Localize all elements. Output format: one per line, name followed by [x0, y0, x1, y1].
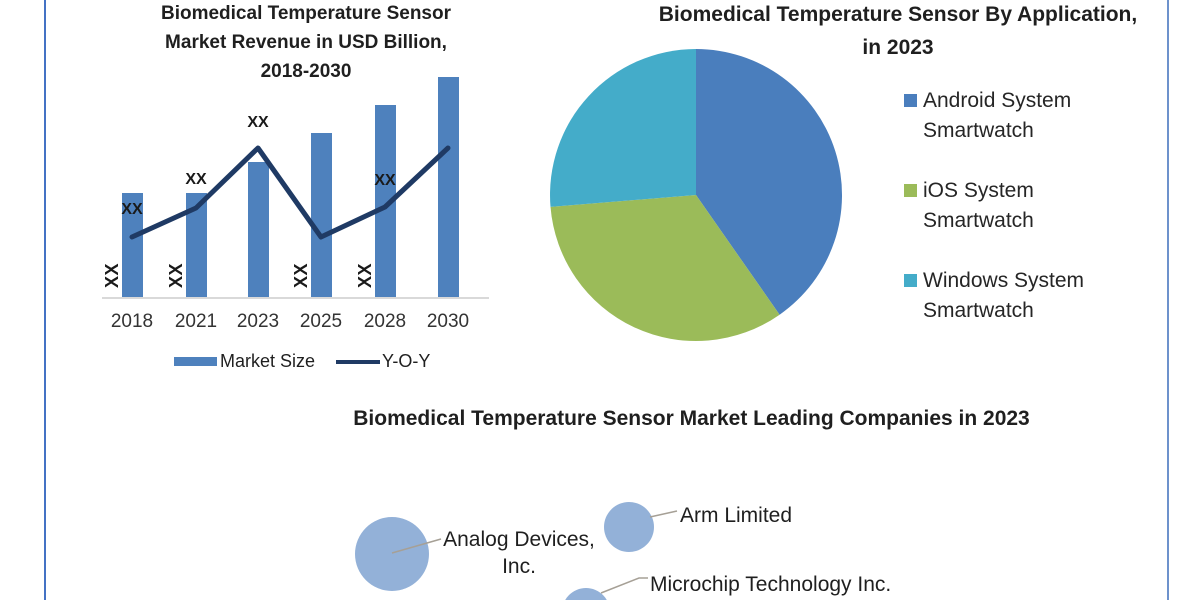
- yoy-point-label-2028: XX: [374, 172, 396, 189]
- bar-2028: [374, 105, 396, 297]
- yoy-point-label-2023: XX: [247, 114, 269, 131]
- bar-chart-title-line3: 2018-2030: [260, 61, 352, 82]
- x-axis-label-2030: 2030: [426, 311, 470, 332]
- x-axis-label-2018: 2018: [110, 311, 154, 332]
- pie-legend-swatch-1: [904, 184, 917, 197]
- yoy-legend-swatch: [336, 360, 380, 364]
- bar-chart-title-line1: Biomedical Temperature Sensor: [160, 3, 452, 24]
- bar-chart-title-line2: Market Revenue in USD Billion,: [165, 32, 447, 53]
- right-border-line: [1167, 0, 1169, 600]
- x-axis-label-2023: 2023: [236, 311, 280, 332]
- company-label-2: Microchip Technology Inc.: [650, 573, 892, 596]
- pie-legend-swatch-0: [904, 94, 917, 107]
- bar-value-label-2025: XX: [291, 262, 311, 288]
- bar-2025: [310, 133, 332, 297]
- bar-value-label-2028: XX: [355, 262, 375, 288]
- bubble-chart-title: Biomedical Temperature Sensor Market Lea…: [353, 407, 1030, 430]
- pie-chart-title-line1: Biomedical Temperature Sensor By Applica…: [658, 3, 1138, 26]
- pie-chart-title: Biomedical Temperature Sensor By Applica…: [620, 0, 1176, 64]
- left-border-line: [44, 0, 46, 600]
- yoy-point-label-2021: XX: [185, 171, 207, 188]
- bar-2030: [437, 77, 459, 297]
- x-axis-label-2028: 2028: [363, 311, 407, 332]
- company-label-1: Arm Limited: [680, 504, 793, 527]
- market-size-legend-swatch: [174, 357, 217, 366]
- x-axis-label-2025: 2025: [299, 311, 343, 332]
- bar-2023: [247, 162, 269, 297]
- market-size-legend-label: Market Size: [220, 351, 316, 371]
- bar-value-label-2018: XX: [102, 262, 122, 288]
- bar-value-label-2021: XX: [166, 262, 186, 288]
- bar-value-label-2030: 3.22 Bn: [415, 213, 437, 288]
- x-axis-line: [102, 297, 489, 299]
- pie-legend-label-2: Windows System Smartwatch: [923, 269, 1085, 322]
- yoy-legend-label: Y-O-Y: [382, 351, 431, 371]
- bar-value-label-2023: 1.62 Bn: [225, 213, 247, 288]
- pie-legend-label-1: iOS System Smartwatch: [923, 179, 1034, 232]
- pie-legend-label-0: Android System Smartwatch: [923, 89, 1072, 142]
- pie-legend-swatch-2: [904, 274, 917, 287]
- company-label-0: Analog Devices, Inc.: [443, 528, 595, 578]
- yoy-point-label-2018: XX: [121, 201, 143, 218]
- pie-chart-title-line2: in 2023: [862, 36, 934, 59]
- bar-chart-title: Biomedical Temperature Sensor Market Rev…: [136, 0, 476, 86]
- x-axis-label-2021: 2021: [174, 311, 218, 332]
- bar-2021: [185, 193, 207, 297]
